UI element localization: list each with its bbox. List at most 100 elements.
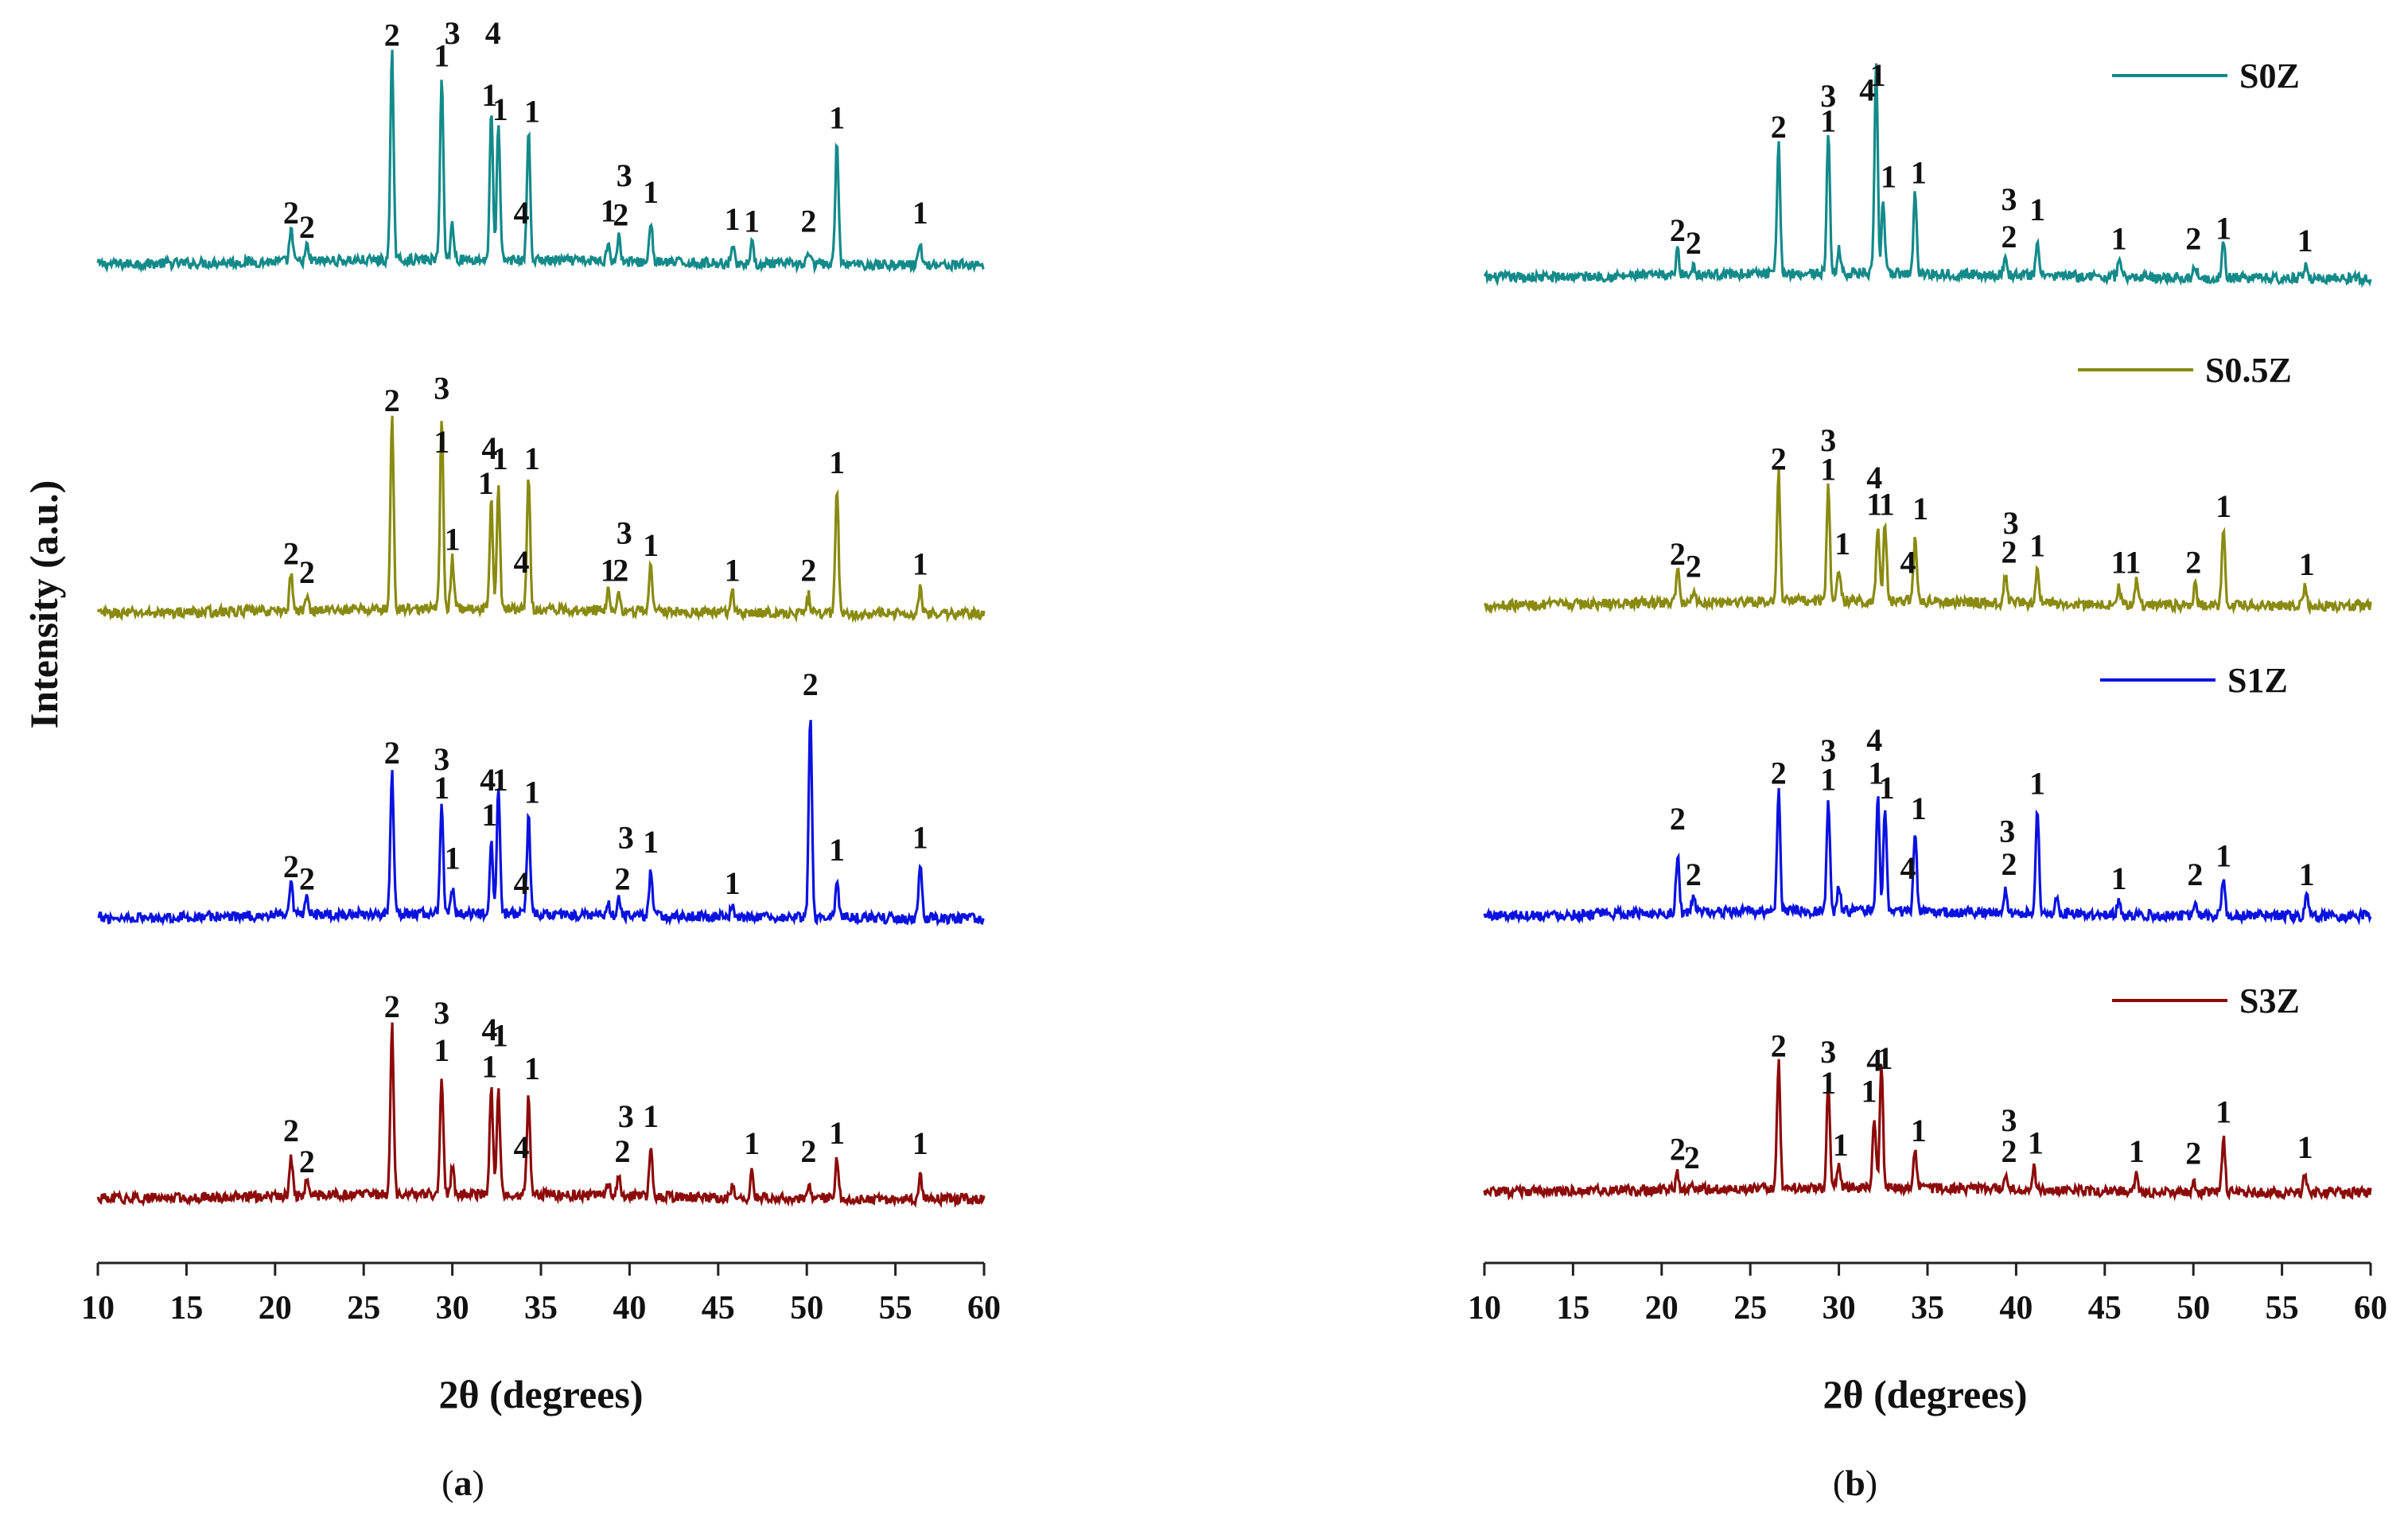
- peak-label: 2: [299, 1144, 315, 1179]
- peak-label: 3: [617, 157, 632, 193]
- peak-label: 2: [1771, 756, 1787, 791]
- legend-label: S3Z: [2239, 981, 2300, 1020]
- peak-label: 1: [725, 201, 741, 237]
- legend-label: S0Z: [2239, 56, 2300, 95]
- peak-label: 1: [2029, 766, 2045, 802]
- peak-label: 2: [803, 666, 819, 702]
- x-tick-label: 55: [879, 1290, 912, 1327]
- peak-label: 1: [1911, 154, 1927, 190]
- panel-a-label: (a): [442, 1463, 484, 1503]
- peak-label: 1: [2299, 857, 2315, 892]
- panel-a-xlabel: 2θ (degrees): [438, 1372, 643, 1416]
- panel-b-xlabel: 2θ (degrees): [1823, 1372, 2027, 1416]
- x-tick-label: 25: [347, 1290, 380, 1327]
- peak-label: 1: [1911, 791, 1927, 826]
- peak-label: 2: [615, 861, 631, 897]
- x-tick-label: 30: [1823, 1290, 1856, 1327]
- peak-label: 1: [2028, 1125, 2044, 1161]
- peak-label: 3: [1820, 732, 1836, 768]
- peak-label: 1: [434, 770, 449, 806]
- peak-label: 1: [2029, 528, 2045, 564]
- x-tick-label: 25: [1733, 1290, 1767, 1327]
- trace-s0-5z: [96, 415, 986, 624]
- peak-label: 1: [481, 77, 497, 113]
- peak-label: 1: [2215, 838, 2231, 874]
- x-tick-label: 35: [1911, 1290, 1944, 1327]
- peak-label: 1: [725, 865, 741, 901]
- panel-b-x-axis: 10 15 20 25 30 35 40 45 50 55 60: [1468, 1261, 2387, 1327]
- peak-label: 4: [480, 762, 496, 798]
- peak-label: 1: [601, 192, 617, 228]
- legend-label: S0.5Z: [2205, 351, 2292, 390]
- peak-label: 3: [445, 15, 461, 51]
- peak-label: 4: [514, 195, 530, 231]
- peak-label: 1: [2215, 1094, 2231, 1130]
- trace-s3z: [96, 1022, 986, 1209]
- peak-label: 1: [912, 546, 928, 582]
- peak-label: 4: [481, 430, 497, 466]
- x-tick-label: 40: [613, 1290, 646, 1327]
- peak-label: 1: [829, 445, 845, 480]
- x-tick-label: 40: [1999, 1290, 2033, 1327]
- trace-s0z: [96, 49, 985, 274]
- x-tick-label: 30: [436, 1290, 469, 1327]
- peak-label: 2: [299, 209, 315, 245]
- peak-label: 2: [1684, 1140, 1700, 1175]
- peak-label: 2: [299, 554, 315, 590]
- x-tick-label: 55: [2266, 1290, 2299, 1327]
- peak-label: 2: [1670, 801, 1686, 837]
- peak-label: 3: [1820, 1034, 1836, 1070]
- peak-label: 1: [481, 1049, 497, 1085]
- peak-label: 3: [434, 741, 449, 777]
- peak-label: 1: [492, 91, 508, 127]
- x-tick-label: 35: [524, 1290, 558, 1327]
- peak-label: 2: [1686, 857, 1702, 892]
- peak-label: 2: [2001, 219, 2017, 254]
- peak-label: 2: [283, 195, 299, 231]
- peak-label: 2: [2001, 1133, 2017, 1169]
- peak-label: 4: [514, 1129, 530, 1165]
- peak-label: 2: [800, 552, 816, 588]
- peak-label: 1: [2297, 1129, 2313, 1165]
- peak-label: 1: [2129, 1133, 2145, 1169]
- peak-label: 4: [1859, 72, 1875, 107]
- peak-label: 1: [1870, 57, 1886, 93]
- peak-label: 1: [744, 1125, 760, 1161]
- peak-label: 1: [492, 762, 508, 798]
- peak-label: 3: [1999, 813, 2015, 849]
- peak-label: 1: [912, 820, 928, 856]
- peak-label: 2: [1686, 225, 1702, 261]
- peak-label: 1: [643, 1098, 659, 1134]
- peak-label: 2: [384, 17, 400, 52]
- peak-label: 1: [492, 441, 508, 476]
- peak-label: 2: [283, 536, 299, 572]
- peak-label: 2: [2185, 1136, 2201, 1171]
- peak-label: 1: [524, 94, 540, 130]
- peak-label: 1: [2299, 546, 2315, 582]
- peak-label: 1: [643, 527, 659, 563]
- peak-label: 1: [434, 1032, 449, 1068]
- trace-s1z: [1483, 787, 2372, 926]
- peak-label: 1: [601, 552, 617, 588]
- peak-label: 2: [2185, 544, 2201, 580]
- peak-label: 1: [643, 174, 659, 210]
- peak-label: 2: [2187, 857, 2203, 892]
- peak-label: 1: [1911, 1113, 1927, 1148]
- peak-label: 3: [1820, 78, 1836, 114]
- x-tick-label: 50: [790, 1290, 823, 1327]
- peak-label: 2: [1686, 549, 1702, 585]
- peak-label: 2: [613, 552, 628, 588]
- trace-s0z: [1483, 63, 2372, 289]
- x-tick-label: 15: [1556, 1290, 1589, 1327]
- peak-label: 2: [384, 383, 400, 418]
- peak-label: 1: [829, 99, 845, 135]
- peak-label: 3: [2001, 181, 2017, 217]
- peak-label: 4: [1900, 544, 1916, 580]
- panel-b-letter: b: [1845, 1463, 1865, 1503]
- peak-label: 1: [1881, 159, 1896, 195]
- peak-label: 1: [1866, 487, 1882, 523]
- peak-label: 3: [618, 1098, 634, 1134]
- peak-label: 2: [1670, 212, 1686, 248]
